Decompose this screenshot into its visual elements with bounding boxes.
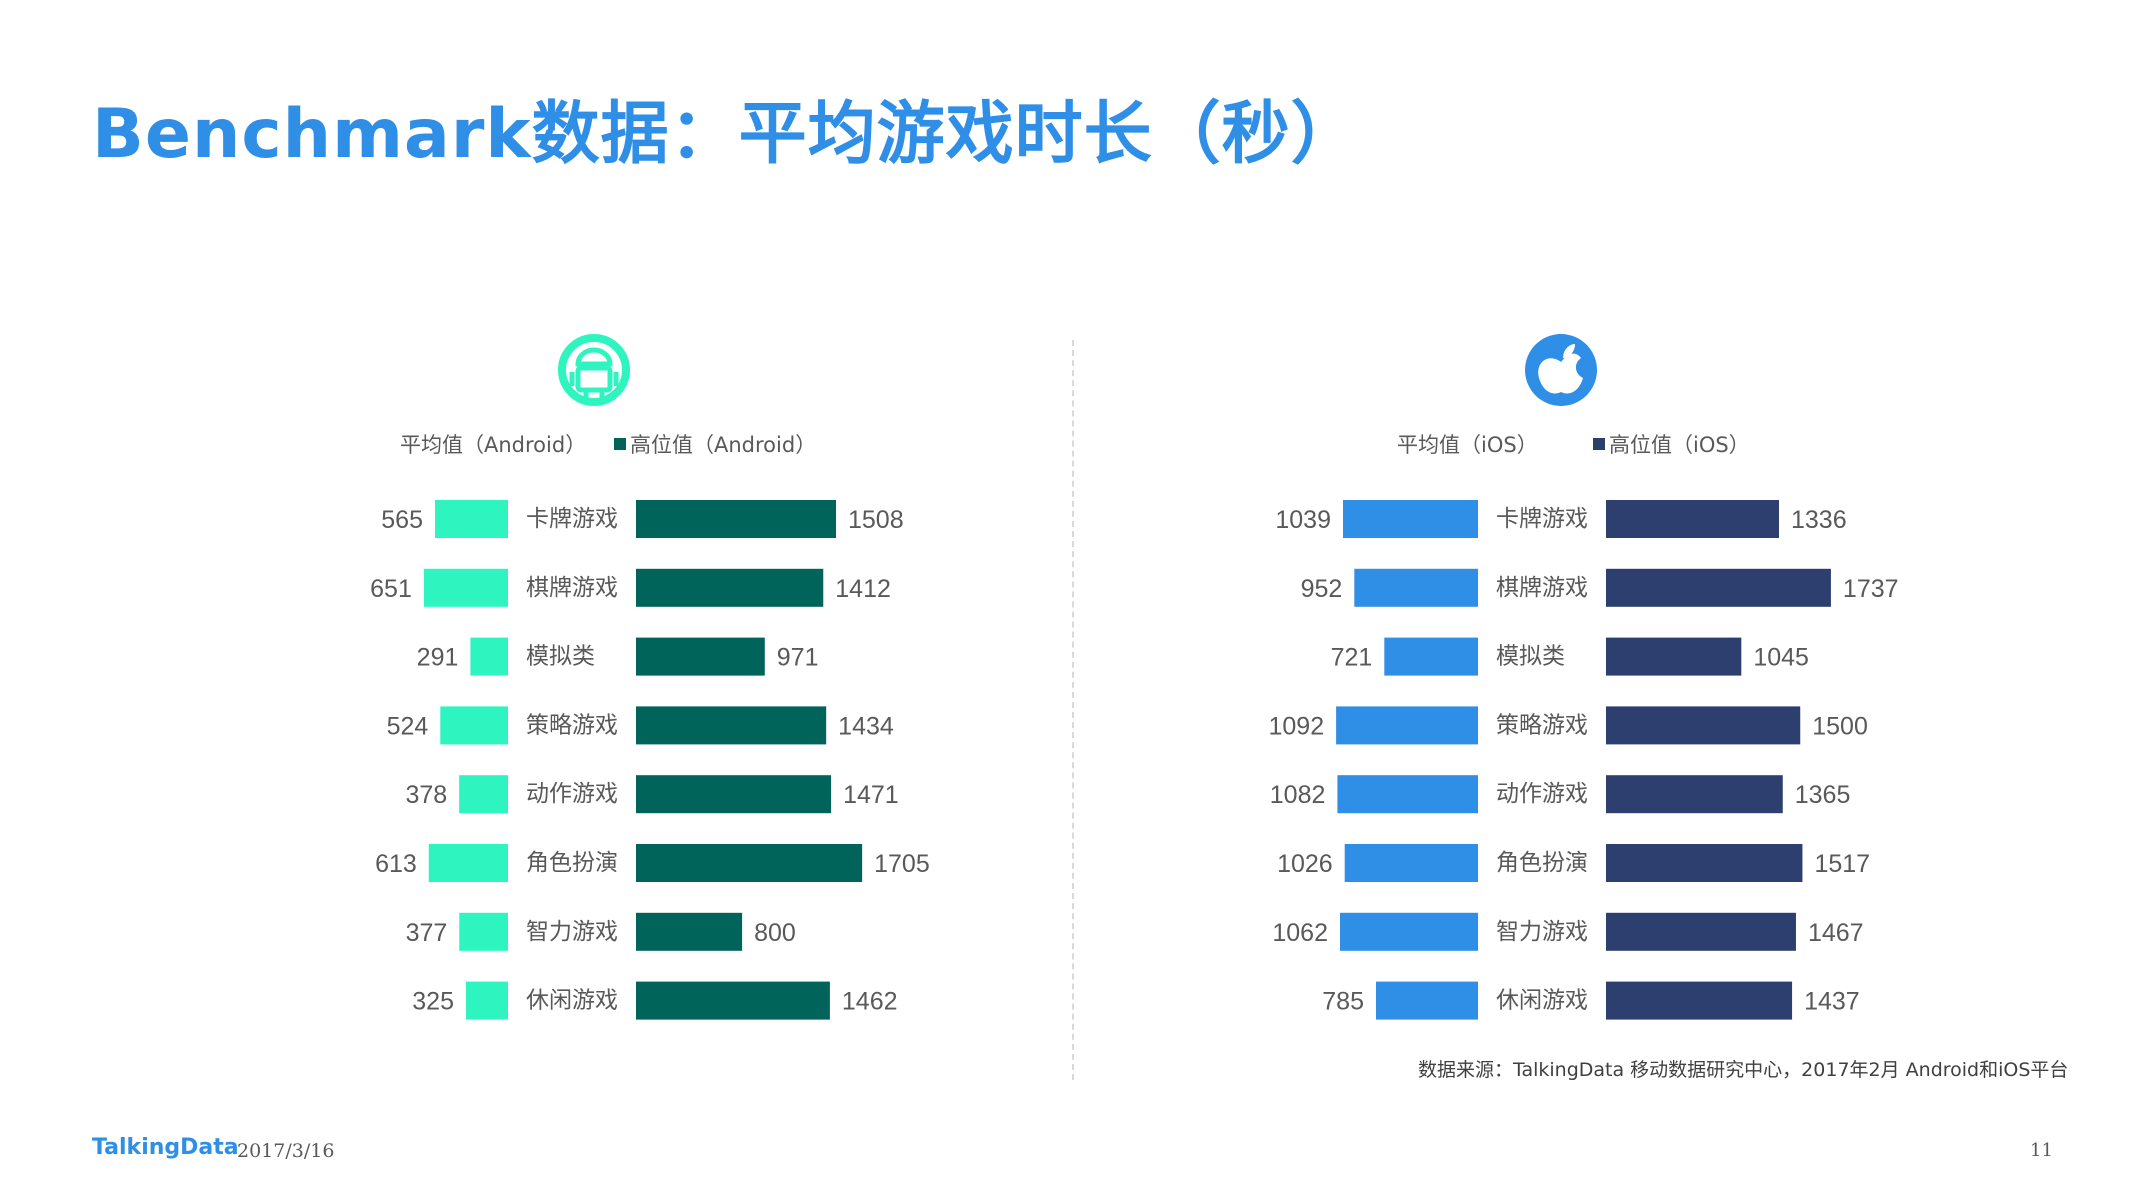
ios-high-bar (1606, 912, 1796, 951)
android-average-bar (459, 775, 508, 814)
ios-average-bar (1340, 912, 1478, 951)
android-average-value-label: 378 (405, 781, 447, 809)
android-average-bar (423, 568, 508, 607)
android-average-bar (435, 500, 508, 538)
android-average-value-label: 651 (370, 575, 412, 603)
ios-average-value-label: 1039 (1275, 506, 1331, 534)
ios-high-bar (1606, 706, 1801, 745)
android-category-label: 棋牌游戏 (526, 575, 618, 601)
ios-high-bar (1606, 844, 1803, 882)
ios-average-bar (1344, 844, 1478, 882)
android-high-bar (636, 637, 765, 676)
ios-category-label: 卡牌游戏 (1496, 506, 1588, 532)
center-divider (1072, 340, 1074, 1080)
ios-average-value-label: 1082 (1270, 781, 1326, 809)
ios-high-bar (1606, 500, 1779, 538)
ios-category-label: 智力游戏 (1496, 919, 1588, 945)
page-number: 11 (2030, 1140, 2053, 1161)
android-high-bar (636, 981, 830, 1020)
ios-high-value-label: 1437 (1804, 988, 1860, 1016)
android-high-value-label: 971 (777, 644, 819, 672)
ios-high-value-label: 1045 (1753, 644, 1809, 672)
android-average-value-label: 291 (417, 644, 459, 672)
ios-average-bar (1343, 500, 1478, 538)
android-legend-high: 高位值（Android） (630, 433, 816, 457)
android-high-bar (636, 775, 832, 814)
ios-category-label: 休闲游戏 (1496, 988, 1588, 1014)
ios-high-bar (1606, 568, 1831, 607)
apple-icon (1525, 334, 1597, 406)
android-category-label: 策略游戏 (526, 712, 618, 738)
ios-high-bar (1606, 981, 1793, 1020)
android-high-bar (636, 568, 824, 607)
android-category-label: 动作游戏 (526, 781, 618, 807)
android-high-value-label: 1508 (848, 506, 904, 534)
ios-category-label: 角色扮演 (1496, 850, 1588, 876)
android-category-label: 休闲游戏 (526, 988, 618, 1014)
ios-high-value-label: 1500 (1812, 712, 1868, 740)
android-category-label: 智力游戏 (526, 919, 618, 945)
android-high-bar (636, 706, 827, 745)
android-high-bar (636, 500, 836, 538)
android-average-value-label: 524 (387, 712, 429, 740)
android-average-value-label: 325 (412, 988, 454, 1016)
footer-date: 2017/3/16 (237, 1140, 335, 1162)
ios-high-bar (1606, 637, 1742, 676)
android-high-value-label: 800 (754, 919, 796, 947)
ios-high-value-label: 1365 (1795, 781, 1851, 809)
android-high-value-label: 1412 (835, 575, 891, 603)
ios-category-label: 模拟类 (1496, 644, 1565, 670)
android-average-bar (470, 637, 508, 676)
android-high-value-label: 1434 (838, 712, 894, 740)
ios-average-value-label: 1092 (1268, 712, 1324, 740)
ios-category-label: 棋牌游戏 (1496, 575, 1588, 601)
android-legend-average: 平均值（Android） (400, 433, 586, 457)
android-category-label: 卡牌游戏 (526, 506, 618, 532)
ios-average-value-label: 952 (1301, 575, 1343, 603)
android-average-value-label: 565 (381, 506, 423, 534)
ios-average-bar (1384, 637, 1478, 676)
ios-category-label: 策略游戏 (1496, 712, 1588, 738)
ios-average-bar (1336, 706, 1478, 745)
android-legend-swatch-high (614, 438, 626, 450)
ios-high-value-label: 1737 (1843, 575, 1899, 603)
ios-legend-high: 高位值（iOS） (1609, 433, 1750, 457)
ios-average-value-label: 1062 (1272, 919, 1328, 947)
android-icon (558, 334, 630, 406)
page-title: Benchmark数据：平均游戏时长（秒） (92, 95, 1360, 174)
android-average-bar (466, 981, 508, 1020)
ios-average-value-label: 785 (1322, 988, 1364, 1016)
data-source-note: 数据来源：TalkingData 移动数据研究中心，2017年2月 Androi… (1418, 1059, 2069, 1081)
ios-legend-average: 平均值（iOS） (1397, 433, 1538, 457)
android-average-bar (440, 706, 508, 745)
ios-average-value-label: 721 (1331, 644, 1373, 672)
ios-high-bar (1606, 775, 1783, 814)
ios-average-bar (1376, 981, 1478, 1020)
brand-logo-text: TalkingData (92, 1135, 239, 1160)
ios-average-value-label: 1026 (1277, 850, 1333, 878)
android-average-value-label: 377 (406, 919, 448, 947)
android-high-bar (636, 912, 743, 951)
android-category-label: 模拟类 (526, 644, 595, 670)
ios-high-value-label: 1336 (1791, 506, 1847, 534)
ios-category-label: 动作游戏 (1496, 781, 1588, 807)
android-high-bar (636, 844, 863, 882)
android-bar-chart: 平均值（Android） 高位值（Android） 565 卡牌游戏 1508 651 棋… (370, 334, 930, 1020)
android-average-value-label: 613 (375, 850, 417, 878)
android-category-label: 角色扮演 (526, 850, 618, 876)
android-high-value-label: 1705 (874, 850, 930, 878)
ios-legend-swatch-high (1593, 438, 1605, 450)
android-high-value-label: 1471 (843, 781, 899, 809)
android-average-bar (428, 844, 508, 882)
ios-average-bar (1354, 568, 1478, 607)
ios-average-bar (1337, 775, 1478, 814)
ios-high-value-label: 1517 (1814, 850, 1870, 878)
ios-high-value-label: 1467 (1808, 919, 1864, 947)
android-high-value-label: 1462 (842, 988, 898, 1016)
android-average-bar (459, 912, 508, 951)
ios-bar-chart: 平均值（iOS） 高位值（iOS） 1039 卡牌游戏 1336 952 棋牌游戏 1737… (1268, 334, 1899, 1020)
